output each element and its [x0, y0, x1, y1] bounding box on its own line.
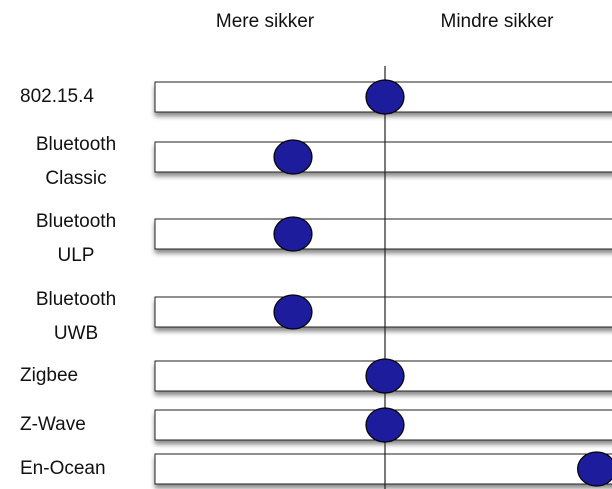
row-label: Bluetooth: [36, 134, 116, 155]
dot: [365, 79, 405, 115]
row-bar: [154, 218, 612, 250]
row-label: Classic: [45, 168, 106, 189]
dot: [273, 139, 313, 175]
row-bar: [154, 296, 612, 328]
row-label: Zigbee: [20, 365, 78, 386]
row-label: Bluetooth: [36, 211, 116, 232]
row-label: 802.15.4: [20, 86, 94, 107]
dot: [365, 407, 405, 443]
column-label: Mere sikker: [216, 11, 315, 32]
row-bar: [154, 141, 612, 173]
row-label: Bluetooth: [36, 289, 116, 310]
row-label: ULP: [58, 245, 95, 266]
row-bar: [154, 453, 612, 485]
dot: [365, 358, 405, 394]
row-label: UWB: [54, 323, 98, 344]
row-label: Z-Wave: [20, 414, 86, 435]
dot: [273, 294, 313, 330]
column-label: Mindre sikker: [441, 11, 555, 32]
dot: [577, 451, 612, 487]
dot: [273, 216, 313, 252]
row-label: En-Ocean: [20, 458, 106, 479]
